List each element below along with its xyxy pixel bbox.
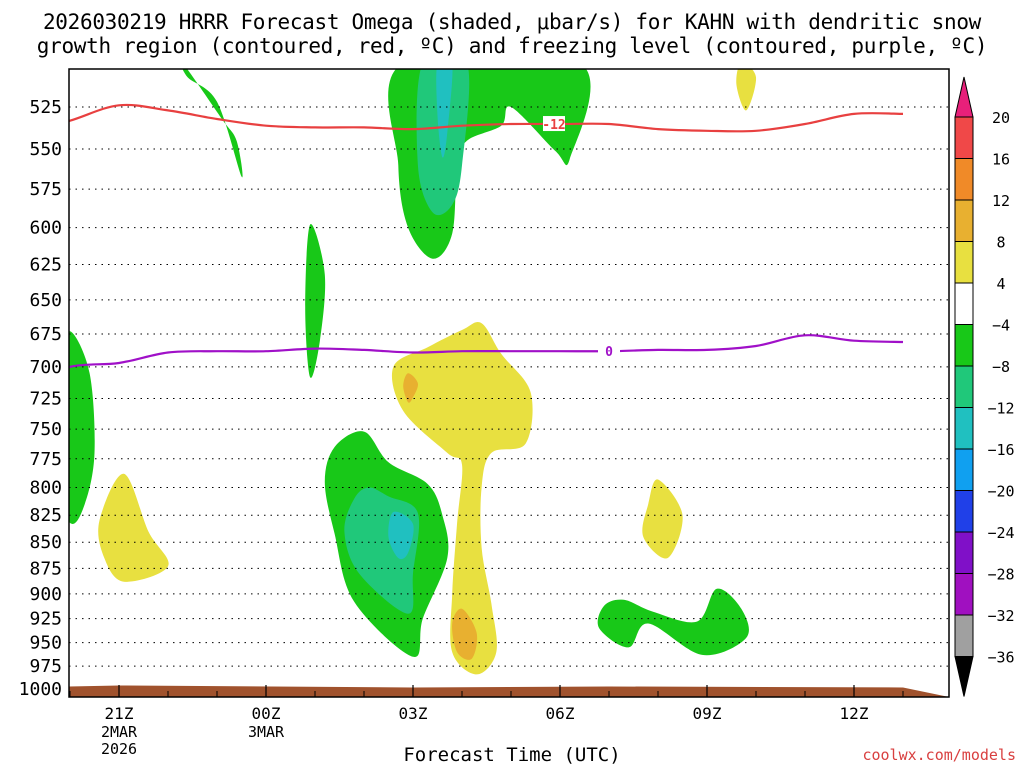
omega-region-4-14 (642, 479, 683, 559)
colorbar-label-13: −36 (987, 649, 1014, 667)
title-line-2: growth region (contoured, red, ºC) and f… (36, 34, 988, 58)
colorbar-label-8: −16 (987, 441, 1014, 459)
dgz-contour-line (69, 103, 904, 133)
freezing-level-contour-line (69, 334, 904, 369)
y-tick-label-550: 550 (29, 139, 62, 160)
colorbar-label-2: 12 (992, 192, 1010, 210)
x-tick-label-12Z: 12Z (840, 704, 869, 723)
colorbar-swatch-13 (954, 614, 974, 657)
colorbar-label-12: −32 (987, 607, 1014, 625)
colorbar-swatch-7 (954, 365, 974, 408)
plot-frame (68, 68, 950, 698)
colorbar-bottom-arrow (954, 656, 974, 697)
y-tick-label-675: 675 (29, 324, 62, 345)
omega-region-4-10 (391, 321, 533, 675)
x-tick-sublabel-3MAR: 3MAR (248, 723, 285, 741)
colorbar-swatch-5 (954, 282, 974, 325)
x-tick-sublabel-2026: 2026 (101, 740, 137, 758)
colorbar-swatch-9 (954, 448, 974, 491)
freezing-level-contour-label: 0 (605, 345, 613, 360)
x-tick-label-21Z: 21Z (105, 704, 134, 723)
y-tick-label-800: 800 (29, 477, 62, 498)
terrain-fill (69, 685, 949, 697)
colorbar-swatch-1 (954, 116, 974, 159)
y-tick-label-575: 575 (29, 179, 62, 200)
colorbar-label-4: 4 (996, 275, 1005, 293)
colorbar-label-6: −8 (992, 358, 1010, 376)
colorbar-swatch-12 (954, 573, 974, 616)
x-axis-title: Forecast Time (UTC) (403, 744, 621, 766)
y-axis: 525 550 575 600 625 650 675 700 725 750 775 800 825 8… (19, 97, 62, 700)
omega-shading-layer (69, 69, 757, 675)
y-tick-label-600: 600 (29, 218, 62, 239)
y-tick-label-775: 775 (29, 449, 62, 470)
grid-layer (69, 106, 949, 697)
omega-region-neg8-0 (182, 69, 243, 178)
dgz-contour-label: -12 (542, 118, 565, 133)
colorbar-swatch-4 (954, 241, 974, 284)
y-tick-label-950: 950 (29, 633, 62, 654)
omega-region-neg8-5 (69, 331, 95, 524)
colorbar-swatch-2 (954, 158, 974, 201)
title-line-1: 2026030219 HRRR Forecast Omega (shaded, … (42, 10, 982, 34)
x-tick-label-00Z: 00Z (252, 704, 281, 723)
y-tick-label-1000: 1000 (19, 679, 62, 700)
colorbar: 20 16 12 8 4 −4 −8 −12 −16 −20 −24 −28 −32 −36 (954, 76, 1015, 697)
y-tick-label-850: 850 (29, 532, 62, 553)
y-tick-label-875: 875 (29, 558, 62, 579)
omega-region-8-12 (452, 608, 478, 660)
freezing-level-contour-label-bg (598, 343, 620, 359)
y-tick-label-725: 725 (29, 389, 62, 410)
dgz-contour-label-bg (543, 116, 565, 132)
x-tick-sublabel-2MAR: 2MAR (101, 723, 138, 741)
colorbar-top-arrow (954, 76, 974, 118)
colorbar-label-11: −28 (987, 566, 1014, 584)
colorbar-swatch-6 (954, 324, 974, 367)
y-tick-label-925: 925 (29, 609, 62, 630)
omega-region-8-11 (403, 373, 419, 403)
y-tick-label-525: 525 (29, 97, 62, 118)
y-tick-label-975: 975 (29, 656, 62, 677)
y-tick-label-625: 625 (29, 254, 62, 275)
contour-layer: -12 0 (69, 103, 904, 369)
colorbar-label-0: 20 (992, 109, 1010, 127)
colorbar-label-3: 8 (996, 234, 1005, 252)
y-tick-label-650: 650 (29, 290, 62, 311)
x-tick-label-06Z: 06Z (546, 704, 575, 723)
x-tick-label-09Z: 09Z (693, 704, 722, 723)
x-tick-label-03Z: 03Z (399, 704, 428, 723)
colorbar-label-1: 16 (992, 151, 1010, 169)
y-tick-label-900: 900 (29, 584, 62, 605)
credit-link[interactable]: coolwx.com/models (862, 746, 1016, 764)
colorbar-label-10: −24 (987, 524, 1014, 542)
terrain-layer (69, 685, 949, 697)
omega-region-neg8-9 (597, 588, 749, 656)
y-tick-label-825: 825 (29, 505, 62, 526)
colorbar-label-7: −12 (987, 400, 1014, 418)
omega-region-neg16-8 (388, 511, 414, 560)
omega-region-4-13 (98, 473, 169, 582)
y-tick-label-750: 750 (29, 419, 62, 440)
colorbar-swatch-11 (954, 531, 974, 574)
colorbar-label-9: −20 (987, 483, 1014, 501)
colorbar-label-5: −4 (992, 317, 1010, 335)
omega-region-neg16-3 (436, 69, 453, 158)
y-tick-label-700: 700 (29, 357, 62, 378)
colorbar-swatch-8 (954, 407, 974, 450)
omega-region-neg8-4 (305, 224, 326, 378)
colorbar-swatch-3 (954, 199, 974, 242)
colorbar-swatch-10 (954, 490, 974, 533)
omega-region-4-15 (736, 69, 757, 111)
